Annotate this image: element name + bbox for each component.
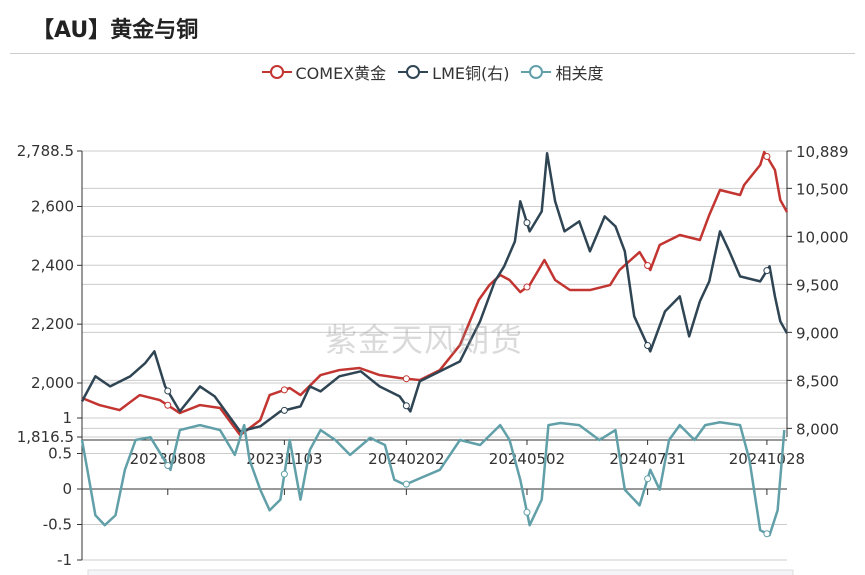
legend-item[interactable]: 相关度 <box>521 60 604 84</box>
series-line-2 <box>80 421 786 537</box>
left-tick-label: 2,200 <box>31 315 74 333</box>
title-divider <box>10 53 855 54</box>
lower-tick-label: 0.5 <box>48 445 72 463</box>
series-marker <box>644 475 652 483</box>
series-line-1 <box>80 152 789 433</box>
series-marker <box>280 470 288 478</box>
legend-label: COMEX黄金 <box>295 64 387 83</box>
left-tick-label: 2,788.5 <box>17 142 74 160</box>
right-tick-label: 8,000 <box>796 420 839 438</box>
lower-tick-label: 1 <box>62 409 72 427</box>
right-tick-label: 8,500 <box>796 372 839 390</box>
legend-label: 相关度 <box>555 64 604 83</box>
series-marker <box>644 342 652 350</box>
lower-tick-label: -0.5 <box>43 516 72 534</box>
series-marker <box>164 401 172 409</box>
watermark: 紫金天风期货 <box>325 321 524 359</box>
left-tick-label: 2,000 <box>31 374 74 392</box>
left-tick-label: 1,816.5 <box>17 428 74 446</box>
series-marker <box>280 386 288 394</box>
left-tick-label: 2,400 <box>31 256 74 274</box>
x-tick-label: 20230808 <box>130 450 206 468</box>
x-tick-label: 20240202 <box>368 450 444 468</box>
lower-tick-label: 0 <box>62 480 72 498</box>
legend-item[interactable]: LME铜(右) <box>398 60 509 84</box>
legend: COMEX黄金 LME铜(右) 相关度 <box>0 60 865 84</box>
series-marker <box>523 219 531 227</box>
series-marker <box>523 283 531 291</box>
series-line-0 <box>81 150 789 437</box>
series-marker <box>280 406 288 414</box>
series-marker <box>402 480 410 488</box>
right-tick-label: 9,500 <box>796 276 839 294</box>
series-marker <box>402 375 410 383</box>
legend-label: LME铜(右) <box>432 64 510 83</box>
legend-item[interactable]: COMEX黄金 <box>261 60 387 84</box>
series-marker <box>763 153 771 161</box>
legend-line-circle-icon <box>261 65 292 79</box>
series-marker <box>164 461 172 469</box>
right-tick-label: 10,500 <box>796 180 849 198</box>
right-tick-label: 9,000 <box>796 324 839 342</box>
right-tick-label: 10,889 <box>796 143 849 161</box>
chart-title: 【AU】黄金与铜 <box>32 18 199 43</box>
series-marker <box>523 508 531 516</box>
series-marker <box>763 530 771 538</box>
data-zoom-slider <box>87 569 794 575</box>
x-tick-label: 20241028 <box>729 450 805 468</box>
legend-line-circle-icon <box>521 65 552 79</box>
series-marker <box>402 402 410 410</box>
x-tick-label: 20231103 <box>246 450 322 468</box>
legend-line-circle-icon <box>398 65 429 79</box>
series-marker <box>763 267 771 275</box>
series-marker <box>164 387 172 395</box>
x-tick-label: 20240502 <box>489 450 565 468</box>
lower-tick-label: -1 <box>57 551 72 569</box>
left-tick-label: 2,600 <box>31 197 74 215</box>
right-tick-label: 10,000 <box>796 228 849 246</box>
series-marker <box>644 262 652 270</box>
